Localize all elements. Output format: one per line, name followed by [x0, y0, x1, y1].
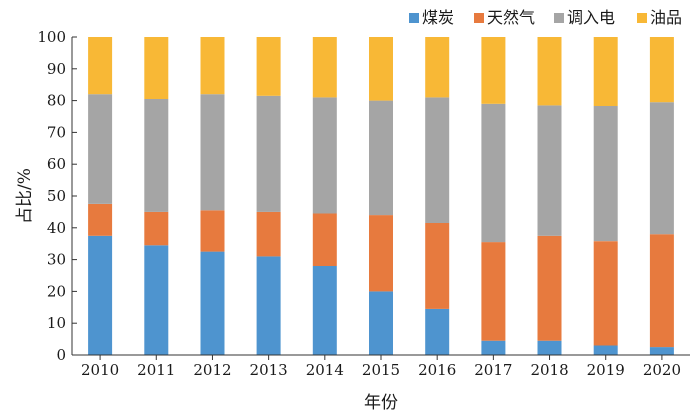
x-tick-label: 2019 [587, 361, 625, 379]
bar-segment-2012-series-2 [200, 94, 225, 211]
bar-segment-2020-series-3 [649, 37, 674, 103]
bar-segment-2016-series-3 [425, 37, 450, 98]
bar-segment-2020-series-2 [649, 102, 674, 235]
y-tick-label: 50 [47, 187, 66, 205]
bar-segment-2012-series-3 [200, 37, 225, 95]
x-tick-label: 2018 [530, 361, 568, 379]
y-tick-label: 90 [47, 60, 66, 78]
y-tick-label: 70 [47, 123, 66, 141]
bar-segment-2010-series-0 [88, 235, 113, 356]
legend-label-series-1: 天然气 [487, 8, 535, 27]
bar-segment-2010-series-1 [88, 204, 113, 236]
bar-segment-2014-series-3 [312, 37, 337, 98]
y-tick-label: 30 [47, 251, 66, 269]
legend-swatch-series-2 [554, 13, 564, 23]
bar-segment-2016-series-0 [425, 308, 450, 355]
bar-segment-2019-series-2 [593, 106, 618, 242]
axes: 2010 2011 2012 2013 2014 2015 2016 2017 2018 2019… [37, 28, 690, 379]
legend-swatch-series-1 [474, 13, 484, 23]
bar-segment-2011-series-2 [144, 99, 169, 212]
bar-segment-2015-series-3 [369, 37, 393, 101]
legend-label-series-3: 油品 [650, 8, 682, 27]
legend-swatch-series-0 [409, 13, 419, 23]
x-tick-label: 2020 [643, 361, 681, 379]
legend-label-series-2: 调入电 [567, 8, 615, 27]
bar-segment-2017-series-0 [481, 340, 506, 355]
bar-segment-2018-series-3 [537, 37, 562, 106]
bar-segment-2015-series-2 [369, 100, 393, 216]
bar-segment-2016-series-2 [425, 97, 450, 223]
y-tick-label: 0 [56, 346, 66, 364]
bar-segment-2013-series-0 [256, 256, 281, 355]
bar-segment-2017-series-1 [481, 242, 506, 341]
x-tick-label: 2010 [81, 361, 119, 379]
y-tick-label: 100 [37, 28, 66, 46]
bar-segment-2020-series-1 [649, 234, 674, 348]
bar-segment-2010-series-2 [88, 94, 113, 204]
bar-segment-2015-series-0 [369, 291, 393, 355]
bar-segment-2011-series-3 [144, 37, 169, 99]
bar-segment-2016-series-1 [425, 223, 450, 309]
bar-segment-2011-series-0 [144, 245, 169, 355]
bar-segment-2013-series-2 [256, 95, 281, 212]
legend-swatch-series-3 [637, 13, 647, 23]
bar-segment-2018-series-1 [537, 235, 562, 341]
x-tick-label: 2016 [418, 361, 456, 379]
bar-segment-2017-series-2 [481, 103, 506, 243]
y-tick-label: 80 [47, 92, 66, 110]
bar-segment-2017-series-3 [481, 37, 506, 104]
legend-label-series-0: 煤炭 [422, 8, 454, 27]
x-axis-title: 年份 [364, 393, 398, 413]
x-tick-label: 2015 [362, 361, 400, 379]
bar-segment-2018-series-0 [537, 340, 562, 355]
x-tick-label: 2013 [250, 361, 288, 379]
bar-segment-2014-series-1 [312, 213, 337, 266]
y-tick-label: 40 [47, 219, 66, 237]
y-tick-label: 20 [47, 282, 66, 300]
y-tick-label: 10 [47, 314, 66, 332]
bar-segment-2019-series-3 [593, 37, 618, 106]
bar-segment-2019-series-1 [593, 241, 618, 346]
x-tick-label: 2014 [306, 361, 344, 379]
x-tick-label: 2011 [137, 361, 175, 379]
x-tick-label: 2012 [193, 361, 231, 379]
bar-segment-2019-series-0 [593, 345, 618, 355]
legend: 煤炭 天然气 调入电 油品 [409, 8, 682, 27]
bar-segment-2012-series-1 [200, 210, 225, 252]
y-tick-label: 60 [47, 155, 66, 173]
bar-segment-2011-series-1 [144, 211, 169, 246]
bar-segment-2018-series-2 [537, 105, 562, 236]
bar-segment-2020-series-0 [649, 347, 674, 355]
plot-area [88, 37, 674, 356]
bar-segment-2012-series-0 [200, 251, 225, 355]
bar-segment-2013-series-3 [256, 37, 281, 96]
bar-segment-2014-series-0 [312, 266, 337, 355]
bar-segment-2015-series-1 [369, 215, 393, 292]
bar-segment-2014-series-2 [312, 97, 337, 214]
y-axis-title: 占比/% [15, 168, 35, 224]
x-tick-label: 2017 [474, 361, 512, 379]
bar-segment-2010-series-3 [88, 37, 113, 95]
bar-segment-2013-series-1 [256, 211, 281, 257]
